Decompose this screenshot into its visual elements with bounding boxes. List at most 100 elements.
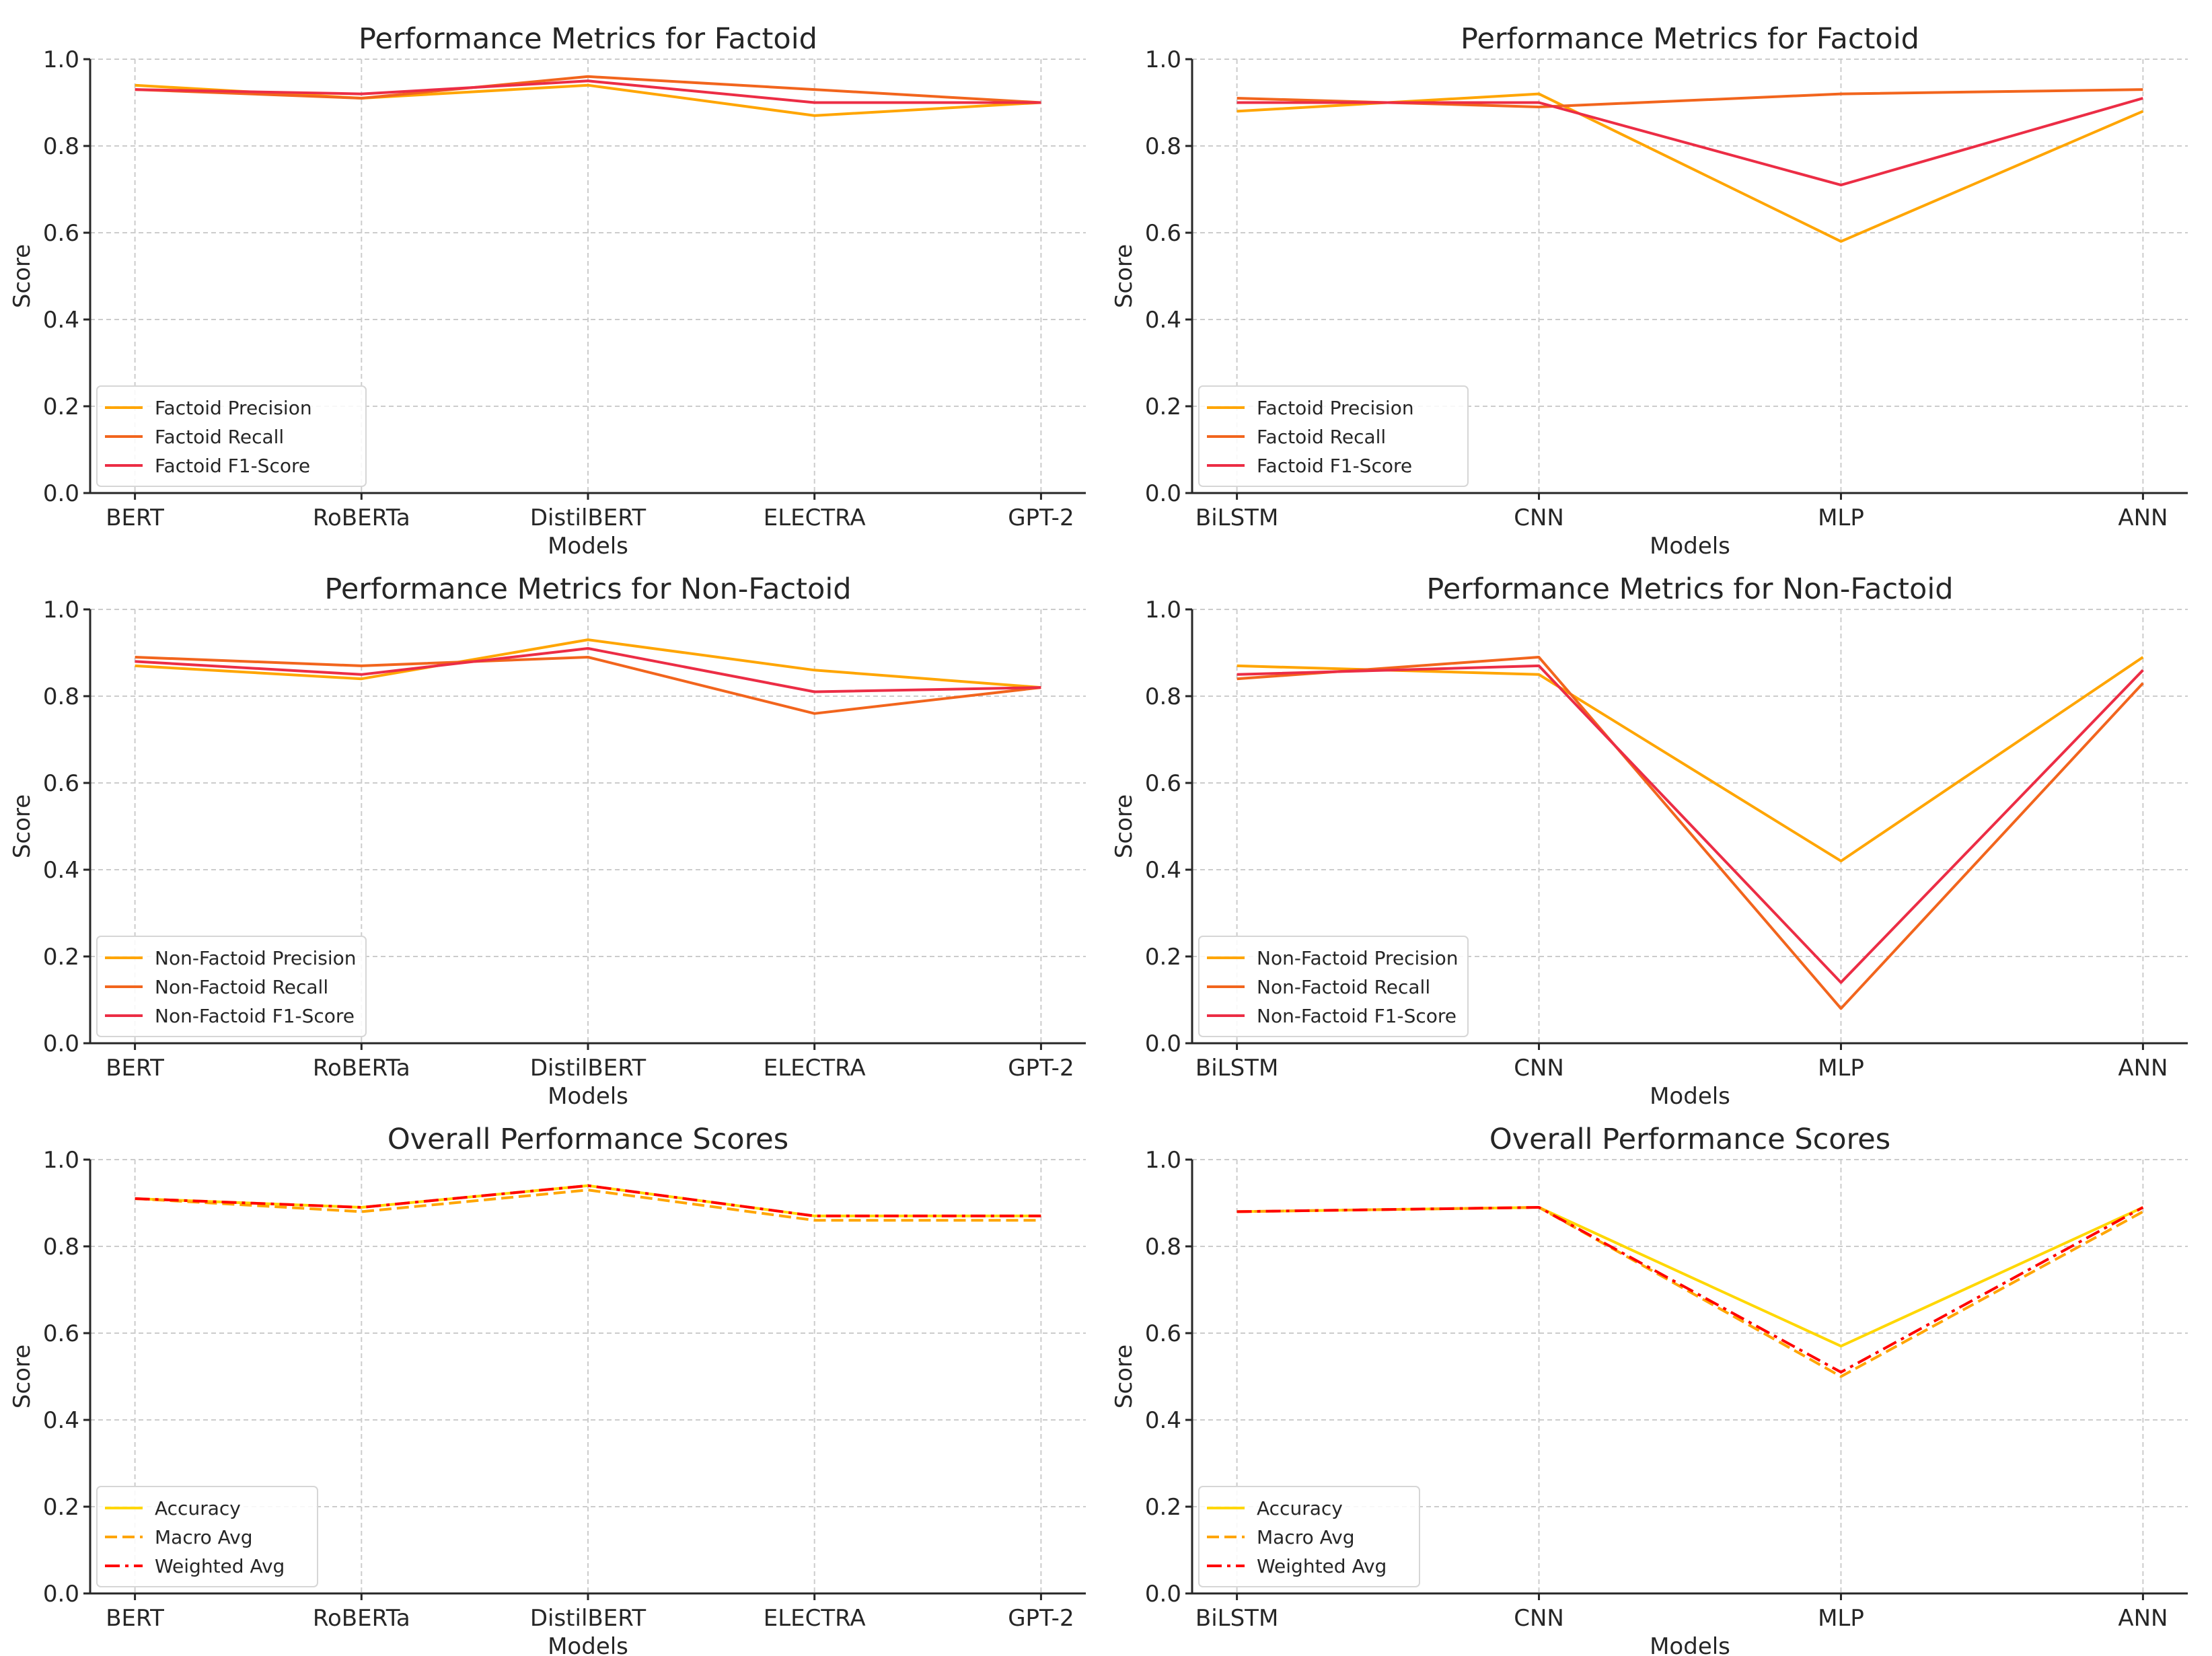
y-tick-label: 1.0 (1145, 597, 1181, 624)
legend-label: Factoid Precision (1257, 397, 1414, 419)
y-tick-label: 0.0 (1145, 1030, 1181, 1057)
y-tick-label: 0.0 (43, 1030, 79, 1057)
legend-label: Non-Factoid Recall (1257, 976, 1430, 998)
x-tick-label: DistilBERT (530, 504, 647, 531)
y-tick-label: 0.2 (1145, 393, 1181, 420)
legend-label: Non-Factoid Recall (155, 976, 328, 998)
y-axis-label: Score (1111, 1345, 1138, 1408)
series-line-3 (1237, 1206, 2144, 1373)
x-tick-label: GPT-2 (1008, 1605, 1074, 1632)
y-tick-label: 1.0 (43, 1147, 79, 1174)
legend-box (96, 385, 367, 487)
chart-panel-1: 0.0 0.2 0.4 0.6 0.8 1.0 BERT RoBERTa DistilBERT E… (9, 22, 1086, 560)
series-line-3 (135, 1184, 1041, 1217)
x-axis-label: Models (548, 1083, 628, 1110)
y-tick-label: 0.0 (1145, 480, 1181, 507)
legend-label: Macro Avg (155, 1526, 253, 1548)
series-line-3 (135, 79, 1041, 104)
chart-title: Performance Metrics for Factoid (359, 22, 817, 56)
x-tick-label: ANN (2118, 1605, 2168, 1632)
y-axis-label: Score (9, 244, 36, 308)
chart-title: Overall Performance Scores (1489, 1123, 1890, 1156)
legend: Non-Factoid Precision Non-Factoid Recall N… (96, 936, 367, 1037)
x-tick-label: RoBERTa (313, 504, 410, 531)
y-tick-label: 0.0 (43, 1581, 79, 1608)
x-tick-label: GPT-2 (1008, 1055, 1074, 1082)
series-line-1 (1237, 92, 2144, 243)
y-axis-label: Score (9, 794, 36, 858)
y-tick-label: 0.6 (43, 770, 79, 797)
x-axis-label: Models (1650, 1083, 1730, 1110)
legend-label: Non-Factoid Precision (155, 947, 357, 969)
legend-label: Non-Factoid Precision (1257, 947, 1459, 969)
x-tick-label: GPT-2 (1008, 504, 1074, 531)
series-line-2 (135, 656, 1041, 715)
x-tick-label: RoBERTa (313, 1605, 410, 1632)
chart-panel-3: 0.0 0.2 0.4 0.6 0.8 1.0 BERT RoBERTa DistilBERT E… (9, 572, 1086, 1110)
y-tick-label: 0.2 (1145, 1494, 1181, 1521)
legend-box (96, 936, 367, 1037)
y-axis-label: Score (9, 1345, 36, 1408)
legend-label: Non-Factoid F1-Score (1257, 1005, 1457, 1027)
legend-box (1198, 1486, 1420, 1587)
series-line-3 (135, 647, 1041, 693)
y-tick-label: 0.8 (43, 683, 79, 710)
y-tick-label: 0.4 (1145, 307, 1181, 334)
x-tick-label: ANN (2118, 1055, 2168, 1082)
series-line-2 (1237, 656, 2144, 1010)
series-line-1 (1237, 1206, 2144, 1348)
legend-label: Non-Factoid F1-Score (155, 1005, 355, 1027)
y-tick-label: 1.0 (1145, 46, 1181, 73)
x-tick-label: ELECTRA (764, 1055, 866, 1082)
series-line-1 (135, 83, 1041, 117)
x-tick-label: ANN (2118, 504, 2168, 531)
y-tick-label: 0.8 (43, 133, 79, 160)
y-tick-label: 1.0 (43, 597, 79, 624)
legend: Non-Factoid Precision Non-Factoid Recall N… (1198, 936, 1469, 1037)
legend-box (1198, 385, 1469, 487)
legend-label: Factoid Precision (155, 397, 312, 419)
y-tick-label: 0.2 (43, 1494, 79, 1521)
x-tick-label: ELECTRA (764, 1605, 866, 1632)
x-tick-label: DistilBERT (530, 1605, 647, 1632)
x-axis-label: Models (1650, 533, 1730, 560)
y-tick-label: 0.2 (1145, 944, 1181, 971)
chart-title: Performance Metrics for Factoid (1461, 22, 1919, 56)
x-axis-label: Models (1650, 1633, 1730, 1656)
y-tick-label: 0.4 (1145, 1407, 1181, 1434)
legend-box (96, 1486, 318, 1587)
y-tick-label: 0.2 (43, 944, 79, 971)
y-tick-label: 0.6 (1145, 1320, 1181, 1347)
y-tick-label: 1.0 (1145, 1147, 1181, 1174)
y-tick-label: 0.4 (43, 857, 79, 884)
x-tick-label: RoBERTa (313, 1055, 410, 1082)
legend-box (1198, 936, 1469, 1037)
y-tick-label: 0.6 (1145, 770, 1181, 797)
y-tick-label: 0.0 (1145, 1581, 1181, 1608)
x-axis-label: Models (548, 1633, 628, 1656)
x-tick-label: CNN (1514, 1605, 1564, 1632)
x-tick-label: ELECTRA (764, 504, 866, 531)
chart-title: Performance Metrics for Non-Factoid (324, 572, 851, 606)
legend: Factoid Precision Factoid Recall Factoid F… (96, 385, 367, 487)
legend-label: Accuracy (1257, 1497, 1343, 1519)
y-tick-label: 0.8 (1145, 1234, 1181, 1260)
chart-panel-2: 0.0 0.2 0.4 0.6 0.8 1.0 BiLSTM CNN MLP ANN Perform… (1111, 22, 2188, 560)
x-tick-label: BERT (106, 504, 164, 531)
series-line-1 (135, 638, 1041, 689)
y-tick-label: 0.4 (1145, 857, 1181, 884)
x-tick-label: BERT (106, 1055, 164, 1082)
legend-label: Factoid Recall (1257, 426, 1386, 448)
y-tick-label: 1.0 (43, 46, 79, 73)
y-tick-label: 0.8 (1145, 683, 1181, 710)
y-tick-label: 0.4 (43, 1407, 79, 1434)
y-tick-label: 0.6 (43, 1320, 79, 1347)
chart-panel-4: 0.0 0.2 0.4 0.6 0.8 1.0 BiLSTM CNN MLP ANN Perform… (1111, 572, 2188, 1110)
series-line-2 (135, 75, 1041, 104)
x-axis-label: Models (548, 533, 628, 560)
y-tick-label: 0.8 (1145, 133, 1181, 160)
legend-label: Factoid Recall (155, 426, 284, 448)
x-tick-label: MLP (1818, 1055, 1864, 1082)
x-tick-label: CNN (1514, 1055, 1564, 1082)
